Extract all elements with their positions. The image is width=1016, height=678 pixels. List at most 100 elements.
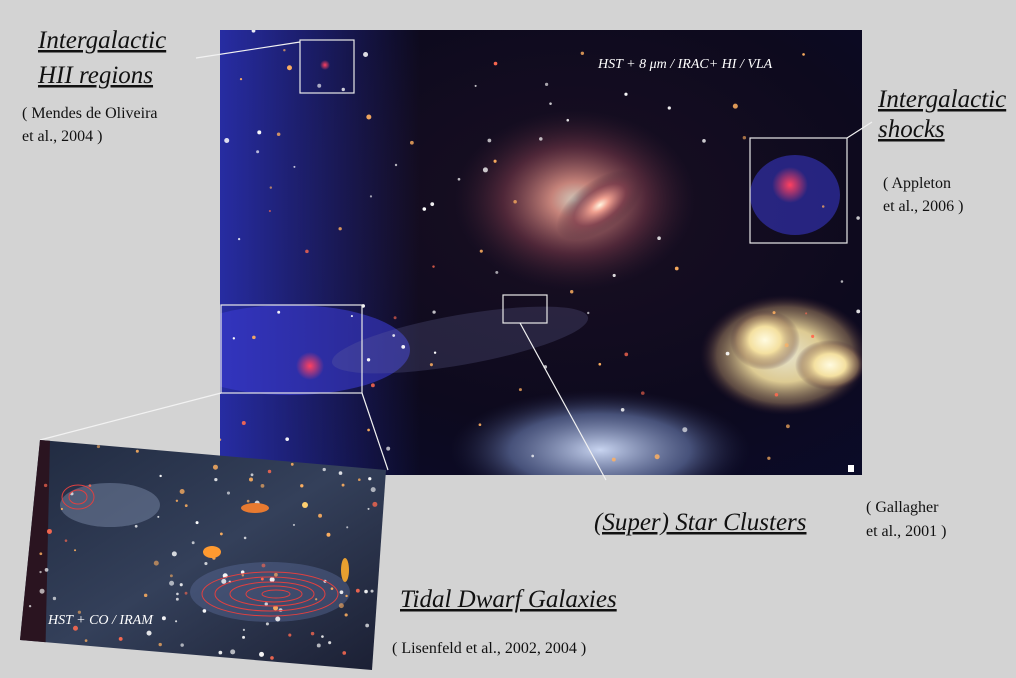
star: [371, 383, 375, 387]
label-title: shocks: [878, 116, 945, 143]
star: [175, 620, 177, 622]
star: [785, 343, 789, 347]
star: [185, 592, 188, 595]
star: [159, 643, 162, 646]
star: [269, 210, 271, 212]
star: [311, 632, 314, 635]
label-citation: ( Lisenfeld et al., 2002, 2004 ): [392, 640, 586, 657]
star: [42, 660, 45, 663]
star: [394, 316, 397, 319]
main-image: [170, 29, 870, 510]
star: [252, 336, 256, 340]
star: [261, 484, 265, 488]
star: [386, 447, 390, 451]
star: [275, 616, 280, 621]
star: [46, 645, 49, 648]
star: [180, 643, 183, 646]
star: [342, 88, 345, 91]
star: [545, 83, 548, 86]
star: [224, 138, 229, 143]
star: [340, 590, 344, 594]
star: [331, 587, 334, 590]
star: [305, 250, 309, 254]
star: [176, 593, 179, 596]
star: [293, 524, 295, 526]
star: [169, 581, 174, 586]
star: [624, 93, 627, 96]
star: [266, 622, 269, 625]
star: [157, 516, 159, 518]
label-citation: ( Appleton: [883, 175, 951, 192]
star: [238, 238, 240, 240]
star: [39, 552, 42, 555]
star: [372, 502, 377, 507]
star: [285, 437, 289, 441]
label-title: Tidal Dwarf Galaxies: [400, 586, 617, 613]
star: [40, 589, 45, 594]
star: [345, 613, 348, 616]
star: [786, 424, 790, 428]
star: [479, 423, 482, 426]
star: [185, 504, 188, 507]
star: [29, 605, 31, 607]
star: [279, 608, 283, 612]
star: [342, 651, 346, 655]
label-citation: ( Gallagher: [866, 499, 939, 516]
star: [74, 549, 76, 551]
label-citation: et al., 2006 ): [883, 198, 963, 215]
star: [136, 450, 139, 453]
star: [598, 363, 601, 366]
star: [668, 106, 671, 109]
star: [89, 484, 92, 487]
star: [180, 583, 183, 586]
star: [242, 574, 244, 576]
label-citation: et al., 2004 ): [22, 128, 102, 145]
star: [612, 458, 616, 462]
star: [392, 334, 395, 337]
star: [549, 102, 552, 105]
star: [318, 514, 322, 518]
star: [702, 139, 706, 143]
star: [243, 629, 245, 631]
star: [841, 280, 844, 283]
star: [480, 250, 483, 253]
star: [277, 132, 281, 136]
star: [802, 53, 805, 56]
star: [144, 594, 147, 597]
label-citation: et al., 2001 ): [866, 523, 946, 540]
star: [283, 49, 285, 51]
star: [317, 644, 321, 648]
star: [244, 537, 247, 540]
star: [170, 574, 173, 577]
star: [317, 84, 321, 88]
star: [432, 265, 434, 267]
star: [159, 475, 161, 477]
star: [172, 551, 177, 556]
star: [773, 311, 776, 314]
star: [270, 656, 274, 660]
star: [85, 639, 88, 642]
star: [371, 590, 374, 593]
star: [101, 653, 106, 658]
star: [259, 652, 264, 657]
star: [367, 358, 370, 361]
star: [247, 500, 250, 503]
slide: HST + 8 μm / IRAC+ HI / VLA HST + CO / I…: [0, 0, 1016, 678]
star: [257, 130, 261, 134]
star: [371, 487, 376, 492]
star: [251, 473, 254, 476]
star: [767, 457, 770, 460]
star: [539, 137, 543, 141]
star: [367, 429, 370, 432]
inset-caption: HST + CO / IRAM: [47, 613, 154, 628]
star: [367, 508, 369, 510]
star: [261, 578, 264, 581]
star: [458, 178, 461, 181]
inset-image: [20, 440, 390, 672]
star: [227, 491, 230, 494]
star: [675, 267, 679, 271]
star: [856, 216, 860, 220]
star: [475, 85, 477, 87]
star: [240, 78, 242, 80]
star: [657, 236, 661, 240]
